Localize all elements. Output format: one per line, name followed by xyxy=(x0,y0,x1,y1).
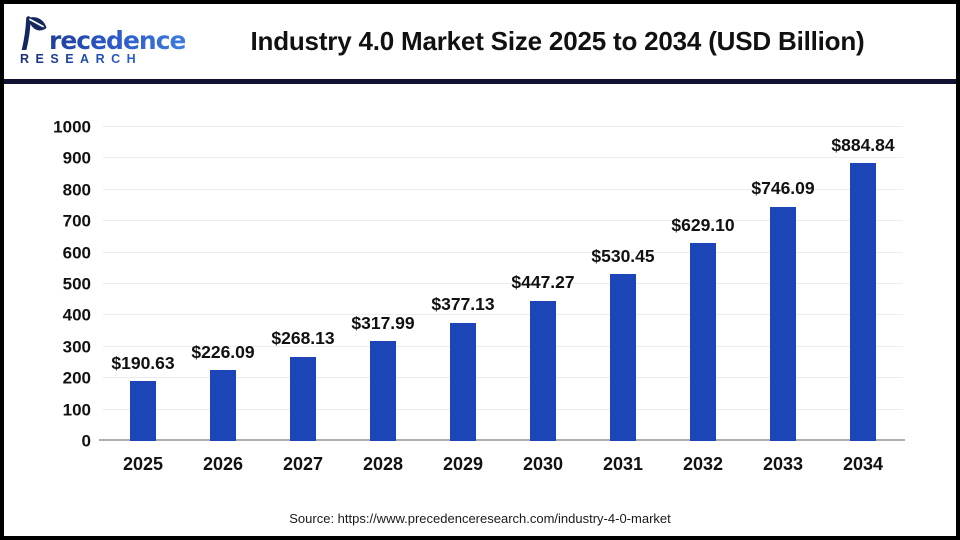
bar-group-2027: $268.13 2027 xyxy=(263,127,343,473)
x-tick-label-2033: 2033 xyxy=(762,454,804,474)
x-tick-label-2025: 2025 xyxy=(122,454,164,474)
bar-2029 xyxy=(450,322,476,441)
x-tick-label-2034: 2034 xyxy=(842,454,884,474)
y-tick-label-900: 900 xyxy=(62,148,91,168)
gridline-100 xyxy=(103,408,903,410)
gridline-1000 xyxy=(103,126,903,127)
bar-group-2032: $629.10 2032 xyxy=(663,127,743,473)
x-tick-label-2026: 2026 xyxy=(202,454,244,474)
value-label-2030: $447.27 xyxy=(511,272,575,293)
x-tick-label-2032: 2032 xyxy=(682,454,724,474)
gridline-700 xyxy=(103,220,903,222)
value-label-2027: $268.13 xyxy=(271,328,335,349)
bar-group-2026: $226.09 2026 xyxy=(183,127,263,473)
bar-2032 xyxy=(690,243,716,441)
value-label-2031: $530.45 xyxy=(591,245,655,266)
header: recedence RESEARCH Industry 4.0 Market S… xyxy=(4,4,956,79)
bar-group-2025: $190.63 2025 xyxy=(103,127,183,473)
gridline-900 xyxy=(103,157,903,159)
bar-2027 xyxy=(290,356,316,441)
logo-subtitle: RESEARCH xyxy=(20,52,185,66)
chart-area: 0 100 200 300 400 500 600 700 800 900 1000 $190.63 2… xyxy=(4,84,956,536)
bar-2034 xyxy=(850,163,876,441)
y-tick-label-400: 400 xyxy=(62,305,91,325)
value-label-2026: $226.09 xyxy=(191,341,255,362)
bar-group-2033: $746.09 2033 xyxy=(743,127,823,473)
value-label-2028: $317.99 xyxy=(351,312,415,333)
y-tick-label-200: 200 xyxy=(62,368,91,388)
value-label-2033: $746.09 xyxy=(751,178,815,199)
gridline-800 xyxy=(103,188,903,190)
y-tick-label-1000: 1000 xyxy=(53,117,91,137)
y-tick-label-500: 500 xyxy=(62,274,91,294)
leaf-p-icon xyxy=(21,15,47,50)
page-title: Industry 4.0 Market Size 2025 to 2034 (U… xyxy=(250,26,865,56)
logo-text: recedence xyxy=(49,25,186,55)
bar-2031 xyxy=(610,274,636,441)
bar-group-2031: $530.45 2031 xyxy=(583,127,663,473)
y-tick-label-600: 600 xyxy=(62,243,91,263)
bar-group-2030: $447.27 2030 xyxy=(503,127,583,473)
y-tick-label-700: 700 xyxy=(62,211,91,231)
header-divider xyxy=(4,79,956,84)
y-tick-label-800: 800 xyxy=(62,180,91,200)
logo-wordmark: recedence xyxy=(18,15,186,55)
gridline-400 xyxy=(103,314,903,316)
gridline-300 xyxy=(103,345,903,347)
value-label-2034: $884.84 xyxy=(831,134,895,155)
bar-group-2028: $317.99 2028 xyxy=(343,127,423,473)
precedence-research-logo: recedence RESEARCH xyxy=(18,15,186,66)
bars-container: $190.63 2025 $226.09 2026 $268.13 2027 $317.99… xyxy=(103,127,903,473)
x-tick-label-2027: 2027 xyxy=(282,454,324,474)
bar-2030 xyxy=(530,300,556,441)
value-label-2029: $377.13 xyxy=(431,294,495,315)
x-tick-label-2029: 2029 xyxy=(442,454,484,474)
x-tick-label-2030: 2030 xyxy=(522,454,564,474)
plot-area: 0 100 200 300 400 500 600 700 800 900 1000 $190.63 2… xyxy=(53,119,905,473)
x-tick-label-2031: 2031 xyxy=(602,454,644,474)
gridline-500 xyxy=(103,283,903,284)
gridline-600 xyxy=(103,251,903,253)
value-label-2032: $629.10 xyxy=(671,214,735,235)
bar-2033 xyxy=(770,206,796,441)
x-axis-line xyxy=(99,439,905,441)
bar-group-2034: $884.84 2034 xyxy=(823,127,903,473)
bar-group-2029: $377.13 2029 xyxy=(423,127,503,473)
y-tick-label-300: 300 xyxy=(62,337,91,357)
logo-block: recedence RESEARCH xyxy=(4,15,219,68)
x-tick-label-2028: 2028 xyxy=(362,454,404,474)
y-tick-label-100: 100 xyxy=(62,400,91,420)
bar-2026 xyxy=(210,370,236,441)
y-tick-label-0: 0 xyxy=(81,431,91,451)
bar-2025 xyxy=(130,381,156,441)
value-label-2025: $190.63 xyxy=(111,352,175,373)
source-text: Source: https://www.precedenceresearch.c… xyxy=(289,511,671,526)
bar-2028 xyxy=(370,341,396,441)
gridline-200 xyxy=(103,377,903,379)
